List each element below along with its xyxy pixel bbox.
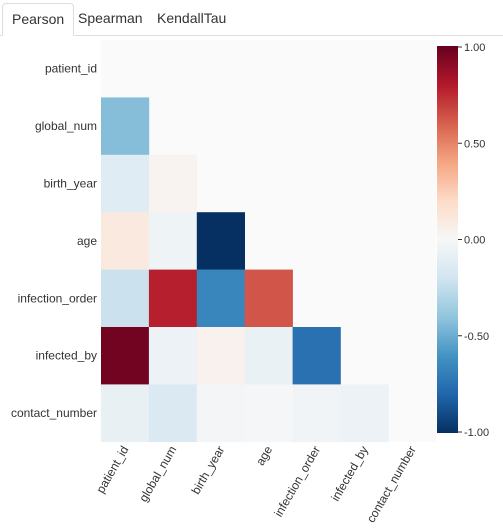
x-axis-label: global_num <box>136 443 179 504</box>
heatmap-cell-infection_order-patient_id[interactable] <box>101 269 150 328</box>
heatmap-cell-contact_number-birth_year[interactable] <box>196 384 245 443</box>
x-axis-label: age <box>253 443 275 468</box>
heatmap-cell-infected_by-global_num[interactable] <box>148 327 198 385</box>
colorbar-tick-label: -0.50 <box>464 331 489 343</box>
heatmap-cell-age-global_num[interactable] <box>148 212 198 270</box>
y-axis-label: global_num <box>35 119 97 133</box>
heatmap-cell-birth_year-global_num[interactable] <box>148 154 198 213</box>
heatmap-cell-birth_year-patient_id[interactable] <box>101 154 150 213</box>
correlation-tabs: Pearson Spearman KendallTau <box>0 0 503 36</box>
heatmap-cell-contact_number-age[interactable] <box>244 384 293 443</box>
heatmap-cell-age-patient_id[interactable] <box>101 212 150 270</box>
heatmap-cell-infected_by-age[interactable] <box>244 327 293 385</box>
y-axis-label: age <box>77 234 97 248</box>
heatmap-cell-infection_order-birth_year[interactable] <box>196 269 245 328</box>
y-axis-label: patient_id <box>45 62 97 76</box>
y-axis-label: infected_by <box>36 349 97 363</box>
y-axis-label: infection_order <box>18 291 97 305</box>
heatmap-cell-global_num-patient_id[interactable] <box>101 97 150 156</box>
x-axis-label: patient_id <box>93 444 131 496</box>
tab-pearson[interactable]: Pearson <box>2 3 75 36</box>
tab-kendalltau[interactable]: KendallTau <box>157 10 227 26</box>
x-axis-label: infection_order <box>271 444 323 520</box>
y-axis-label: birth_year <box>44 177 97 191</box>
heatmap-cell-contact_number-infection_order[interactable] <box>292 384 341 443</box>
colorbar-tick-label: 0.00 <box>464 235 485 247</box>
colorbar-tick-label: 1.00 <box>464 42 485 54</box>
colorbar <box>437 46 458 433</box>
x-axis-label: infected_by <box>328 444 371 504</box>
heatmap-cell-infected_by-infection_order[interactable] <box>292 327 341 385</box>
heatmap-cell-contact_number-infected_by[interactable] <box>340 384 389 443</box>
colorbar-tick-label: 0.50 <box>464 138 485 150</box>
colorbar-tick-label: -1.00 <box>464 427 489 439</box>
heatmap-cell-age-birth_year[interactable] <box>196 212 245 270</box>
tab-spearman[interactable]: Spearman <box>78 10 143 26</box>
heatmap-cell-infected_by-birth_year[interactable] <box>196 327 245 385</box>
correlation-heatmap: patient_idglobal_numbirth_yearageinfecti… <box>11 40 489 526</box>
heatmap-cell-contact_number-global_num[interactable] <box>148 384 198 443</box>
heatmap-cell-infection_order-age[interactable] <box>244 269 293 328</box>
heatmap-cell-infected_by-patient_id[interactable] <box>101 327 150 385</box>
y-axis-label: contact_number <box>11 406 97 420</box>
x-axis-label: birth_year <box>189 444 228 497</box>
x-axis-label: contact_number <box>364 444 419 526</box>
heatmap-cell-infection_order-global_num[interactable] <box>148 269 198 328</box>
heatmap-cell-contact_number-patient_id[interactable] <box>101 384 150 443</box>
